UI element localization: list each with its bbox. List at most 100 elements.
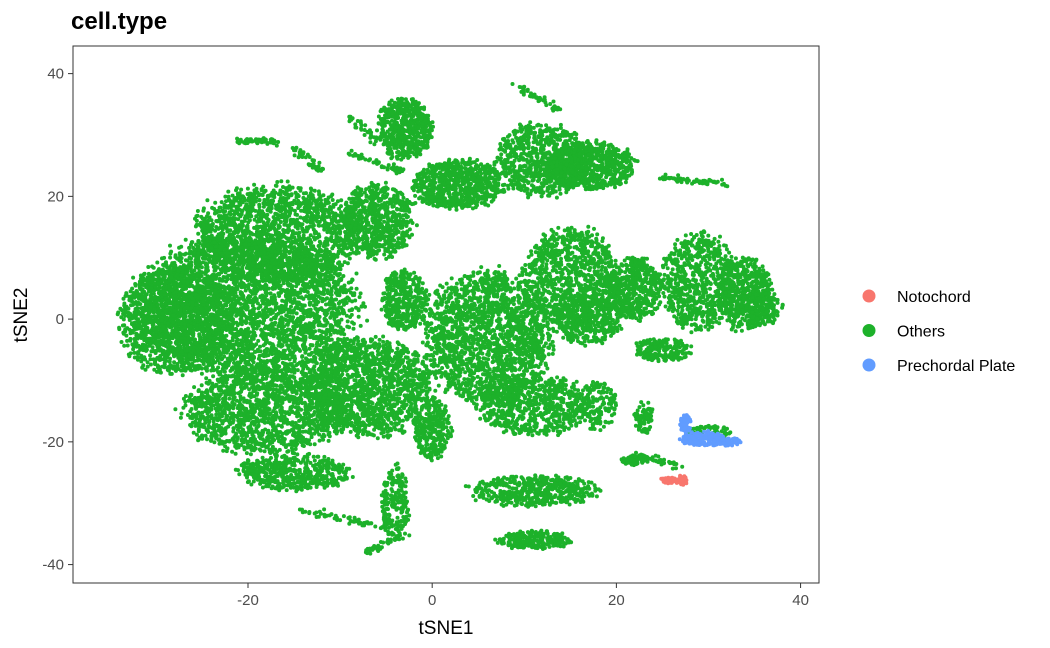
others-point [210,313,214,317]
others-point [156,303,160,307]
others-point [132,351,136,355]
others-point [193,365,197,369]
others-point [130,342,134,346]
others-point [289,340,293,344]
others-point [339,285,343,289]
others-point [140,311,144,315]
others-point [182,280,186,284]
others-point [214,289,218,293]
others-point [239,357,243,361]
others-point [172,360,176,364]
others-point [165,280,169,284]
others-point [136,301,140,305]
others-point [205,328,209,332]
others-point [214,306,218,310]
others-point [165,266,169,270]
others-point [306,290,310,294]
others-point [139,306,143,310]
others-point [298,338,302,342]
others-point [244,328,248,332]
others-point [189,266,193,270]
others-point [331,325,335,329]
others-point [183,322,187,326]
notochord-point [662,480,666,484]
others-point [143,346,147,350]
others-point [168,256,172,260]
others-point [188,262,192,266]
others-point [159,300,163,304]
others-point [176,304,180,308]
others-point [142,355,146,359]
others-point [197,334,201,338]
others-point [339,204,343,208]
others-point [256,362,260,366]
others-point [304,271,308,275]
notochord-point [666,481,670,485]
others-point [256,306,260,310]
others-point [135,290,139,294]
others-point [166,366,170,370]
others-point [214,225,218,229]
others-point [268,292,272,296]
others-point [244,307,248,311]
others-point [122,332,126,336]
others-point [229,307,233,311]
others-point [222,298,226,302]
others-point [137,352,141,356]
others-point [153,281,157,285]
others-point [153,296,157,300]
others-point [226,327,230,331]
others-point [326,321,330,325]
others-point [164,286,168,290]
others-point [200,372,204,376]
others-point [251,359,255,363]
others-point [146,360,150,364]
others-point [168,360,172,364]
others-point [284,290,288,294]
others-point [177,344,181,348]
others-point [331,328,335,332]
others-point [247,294,251,298]
others-point [189,284,193,288]
others-point [181,304,185,308]
others-point [264,306,268,310]
others-point [355,287,359,291]
others-point [200,270,204,274]
others-point [207,339,211,343]
others-point [170,333,174,337]
others-point [194,262,198,266]
others-point [117,326,121,330]
others-point [333,271,337,275]
others-point [234,287,238,291]
others-point [315,341,319,345]
others-point [156,288,160,292]
others-point [200,265,204,269]
others-point [349,286,353,290]
others-point [286,323,290,327]
others-point [345,337,349,341]
others-point [264,324,268,328]
others-point [190,314,194,318]
others-point [321,278,325,282]
others-point [205,303,209,307]
others-point [347,325,351,329]
others-point [264,315,268,319]
others-point [160,319,164,323]
others-point [133,301,137,305]
others-point [157,343,161,347]
others-point [149,349,153,353]
others-point [236,323,240,327]
others-point [168,252,172,256]
others-point [235,313,239,317]
others-point [340,328,344,332]
others-point [350,307,354,311]
others-point [213,323,217,327]
others-point [293,293,297,297]
others-point [189,280,193,284]
others-point [207,317,211,321]
others-point [352,293,356,297]
others-point [273,328,277,332]
others-point [274,347,278,351]
others-point [294,342,298,346]
others-point [170,329,174,333]
